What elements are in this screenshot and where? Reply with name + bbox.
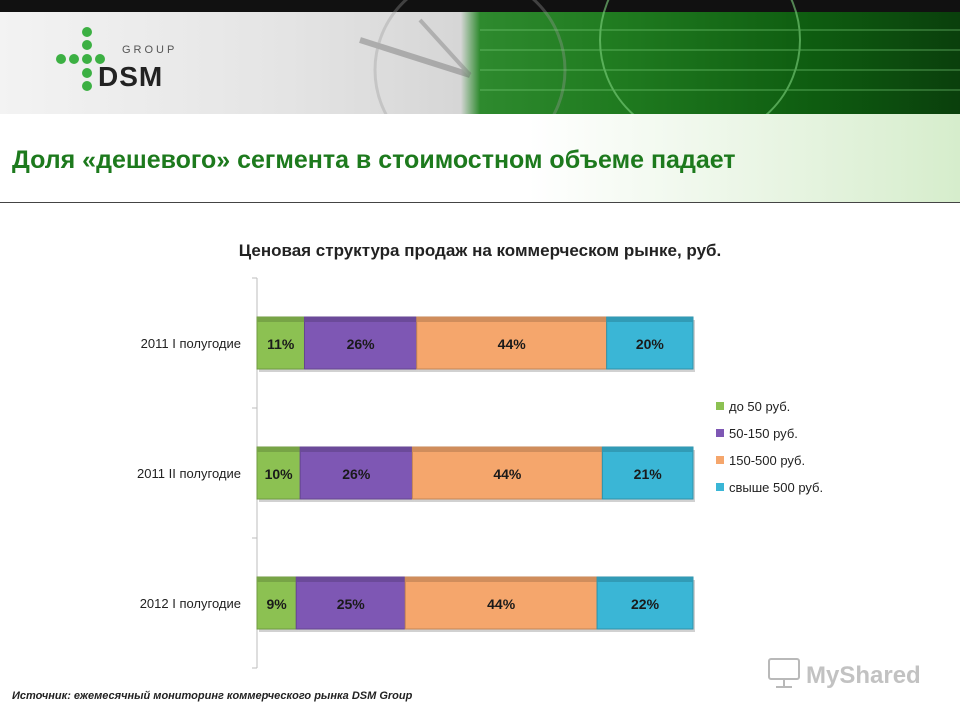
watermark-presentation-icon xyxy=(768,658,800,688)
bar-segment xyxy=(299,446,413,500)
chart-legend: до 50 руб. 50-150 руб. 150-500 руб. свыше 5… xyxy=(716,399,823,495)
bar-segment-top-edge xyxy=(304,317,417,322)
bar-value-label: 10% xyxy=(265,466,294,482)
legend-swatch xyxy=(716,456,724,464)
bar-segment-top-edge xyxy=(257,317,305,322)
bar-value-label: 22% xyxy=(631,596,660,612)
title-strip xyxy=(0,114,960,203)
category-label: 2011 I полугодие xyxy=(141,336,241,351)
dsm-logo: GROUP DSM xyxy=(54,24,204,100)
bar-segment xyxy=(256,446,301,500)
bar-segment xyxy=(601,446,694,500)
bar-value-label: 26% xyxy=(347,336,376,352)
bar-segment-top-edge xyxy=(602,447,693,452)
bar-value-label: 9% xyxy=(267,596,288,612)
legend-label: до 50 руб. xyxy=(729,399,790,414)
chart-axis: 2011 I полугодие 2011 II полугодие 2012 I … xyxy=(137,277,258,669)
stacked-bar-chart: Ценовая структура продаж на коммерческом… xyxy=(137,241,823,669)
bar-value-label: 21% xyxy=(634,466,663,482)
logo-brand-text: DSM xyxy=(98,61,164,92)
bar-segment-top-edge xyxy=(257,447,301,452)
bar-segment xyxy=(256,316,305,370)
bar-segment xyxy=(404,576,598,630)
category-label: 2011 II полугодие xyxy=(137,466,241,481)
chart-bars: 11% 26% 44% 20% 10% 26% 44% 21% 9% 25% 44% 22% xyxy=(256,316,695,632)
bar-value-label: 11% xyxy=(267,336,295,352)
bar-segment-top-edge xyxy=(412,447,603,452)
legend-label: 50-150 руб. xyxy=(729,426,798,441)
bar-segment xyxy=(411,446,603,500)
bar-value-label: 44% xyxy=(498,336,527,352)
bar-segment-top-edge xyxy=(257,577,297,582)
watermark: MyShared xyxy=(768,658,921,689)
bar-value-label: 26% xyxy=(342,466,371,482)
category-label: 2012 I полугодие xyxy=(140,596,241,611)
bar-value-label: 44% xyxy=(493,466,522,482)
watermark-text: MyShared xyxy=(806,662,921,689)
legend-swatch xyxy=(716,429,724,437)
legend-swatch xyxy=(716,402,724,410)
logo-group-text: GROUP xyxy=(122,44,178,56)
bar-segment-top-edge xyxy=(416,317,607,322)
bar-segment xyxy=(416,316,608,370)
bar-segment-top-edge xyxy=(597,577,693,582)
bar-value-label: 44% xyxy=(487,596,516,612)
header-banner: GROUP DSM xyxy=(0,0,960,114)
clock-background-decoration xyxy=(359,0,960,114)
banner-top-line xyxy=(0,0,960,12)
bar-segment-top-edge xyxy=(300,447,413,452)
bar-segment xyxy=(606,316,694,370)
legend-label: 150-500 руб. xyxy=(729,453,805,468)
bar-segment-top-edge xyxy=(405,577,598,582)
logo-cross-dots-icon xyxy=(56,27,105,91)
legend-swatch xyxy=(716,483,724,491)
chart-title: Ценовая структура продаж на коммерческом… xyxy=(239,241,722,260)
legend-label: свыше 500 руб. xyxy=(729,480,823,495)
bar-value-label: 20% xyxy=(636,336,665,352)
bar-segment-top-edge xyxy=(296,577,406,582)
bar-segment xyxy=(596,576,694,630)
bar-segment-top-edge xyxy=(606,317,693,322)
bar-value-label: 25% xyxy=(337,596,366,612)
page-title: Доля «дешевого» сегмента в стоимостном о… xyxy=(12,146,736,174)
bar-segment xyxy=(256,576,297,630)
source-note: Источник: ежемесячный мониторинг коммерч… xyxy=(12,690,413,702)
